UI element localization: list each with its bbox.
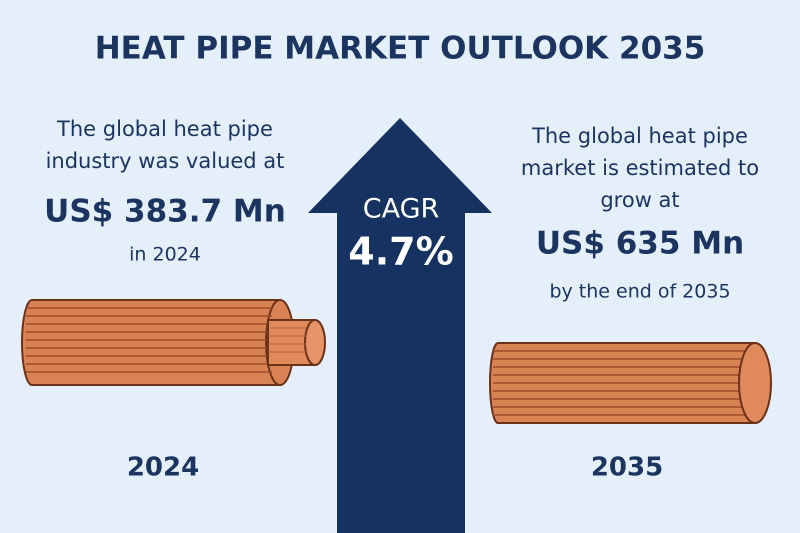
pipe-2024 xyxy=(21,299,326,386)
year-label: 2024 xyxy=(127,453,199,483)
intro-line: The global heat pipe xyxy=(56,117,273,141)
title: HEAT PIPE MARKET OUTLOOK 2035 xyxy=(95,31,706,67)
cagr-label: CAGR xyxy=(363,194,440,225)
value-2035: US$ 635 Mn xyxy=(536,226,744,262)
intro-line: market is estimated to xyxy=(521,156,759,180)
note-2035: by the end of 2035 xyxy=(549,281,730,303)
pipe-2035 xyxy=(489,342,772,424)
intro-line: industry was valued at xyxy=(46,149,285,173)
growth-arrow xyxy=(308,118,492,533)
intro-line: grow at xyxy=(600,188,679,212)
intro-line: The global heat pipe xyxy=(531,124,748,148)
cagr-value: 4.7% xyxy=(348,230,453,274)
value-2024: US$ 383.7 Mn xyxy=(44,194,286,230)
note-2024: in 2024 xyxy=(129,244,201,266)
year-label: 2035 xyxy=(591,453,663,483)
